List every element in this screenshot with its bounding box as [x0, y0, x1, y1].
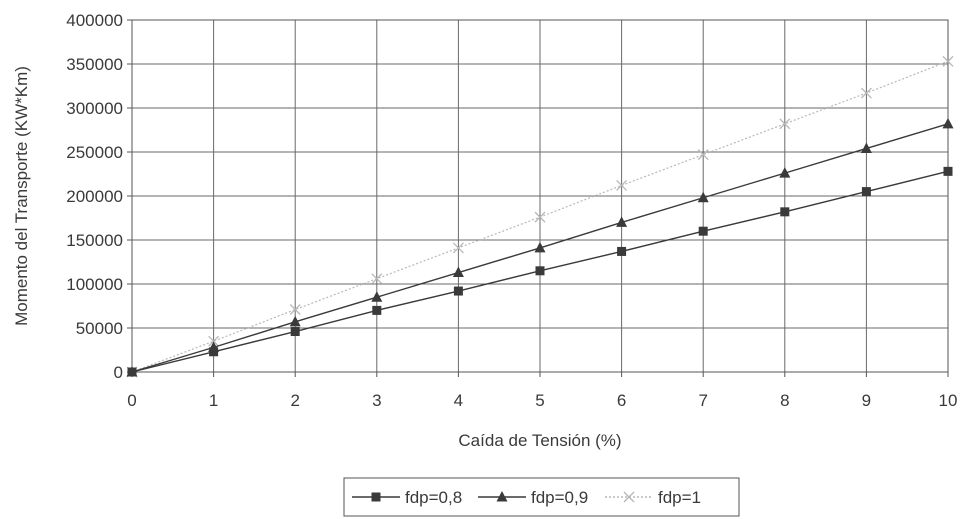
- data-point: [371, 273, 383, 285]
- series-fdp=1: [126, 55, 954, 378]
- data-point: [452, 242, 464, 254]
- data-point: [942, 55, 954, 67]
- data-point: [943, 166, 953, 176]
- x-tick-label: 7: [698, 391, 707, 410]
- legend-item: fdp=1: [605, 488, 701, 507]
- data-point: [779, 167, 791, 178]
- y-tick-label: 400000: [66, 11, 123, 30]
- data-point: [534, 211, 546, 223]
- data-point: [371, 291, 383, 302]
- data-point: [698, 226, 708, 236]
- y-tick-label: 300000: [66, 99, 123, 118]
- y-tick-label: 100000: [66, 275, 123, 294]
- legend-item: fdp=0,9: [478, 488, 588, 507]
- y-axis-label: Momento del Transporte (KW*Km): [12, 66, 31, 326]
- data-point: [290, 327, 300, 337]
- data-point: [534, 241, 546, 253]
- x-tick-label: 1: [209, 391, 218, 410]
- grid: [131, 19, 949, 373]
- series-fdp=0,9: [126, 117, 954, 377]
- x-tick-label: 0: [127, 391, 136, 410]
- data-point: [860, 87, 872, 99]
- legend-box: [343, 477, 740, 517]
- data-point: [617, 246, 627, 256]
- legend-label: fdp=0,9: [531, 488, 588, 507]
- y-tick-label: 350000: [66, 55, 123, 74]
- y-tick-label: 200000: [66, 187, 123, 206]
- series-layer: [126, 55, 954, 378]
- data-point: [779, 118, 791, 130]
- data-point: [616, 179, 628, 191]
- data-point: [697, 149, 709, 161]
- x-tick-label: 3: [372, 391, 381, 410]
- data-point: [860, 142, 872, 153]
- legend-swatch-marker: [623, 491, 635, 503]
- data-point: [127, 367, 137, 377]
- data-point: [372, 305, 382, 315]
- y-tick-label: 150000: [66, 231, 123, 250]
- data-point: [780, 207, 790, 217]
- data-point: [697, 191, 709, 203]
- legend: fdp=0,8 fdp=0,9 fdp=1: [343, 477, 740, 517]
- data-point: [289, 315, 301, 327]
- x-tick-label: 6: [617, 391, 626, 410]
- legend-label: fdp=1: [658, 488, 701, 507]
- data-point: [208, 335, 220, 347]
- y-tick-label: 0: [114, 363, 123, 382]
- y-tick-label: 50000: [76, 319, 123, 338]
- legend-swatch-marker: [371, 492, 381, 502]
- data-point: [861, 187, 871, 197]
- x-tick-label: 5: [535, 391, 544, 410]
- x-tick-label: 4: [454, 391, 463, 410]
- data-point: [535, 266, 545, 276]
- legend-label: fdp=0,8: [405, 488, 462, 507]
- data-point: [289, 304, 301, 315]
- y-tick-label: 250000: [66, 143, 123, 162]
- x-tick-label: 8: [780, 391, 789, 410]
- x-axis-ticks: 0 1 2 3 4 5 6 7 8 9 10: [127, 372, 957, 410]
- x-axis-label: Caída de Tensión (%): [458, 431, 621, 450]
- data-point: [616, 216, 628, 227]
- legend-item: fdp=0,8: [352, 488, 462, 507]
- data-point: [209, 347, 219, 357]
- series-fdp=0,8: [127, 166, 953, 377]
- legend-swatch-marker: [496, 491, 508, 502]
- data-point: [453, 286, 463, 296]
- x-tick-label: 10: [939, 391, 958, 410]
- x-tick-label: 9: [862, 391, 871, 410]
- data-point: [452, 266, 464, 278]
- y-axis-ticks: 0 50000 100000 150000 200000 250000 300000 3500…: [66, 11, 132, 382]
- x-tick-label: 2: [290, 391, 299, 410]
- data-point: [942, 117, 954, 129]
